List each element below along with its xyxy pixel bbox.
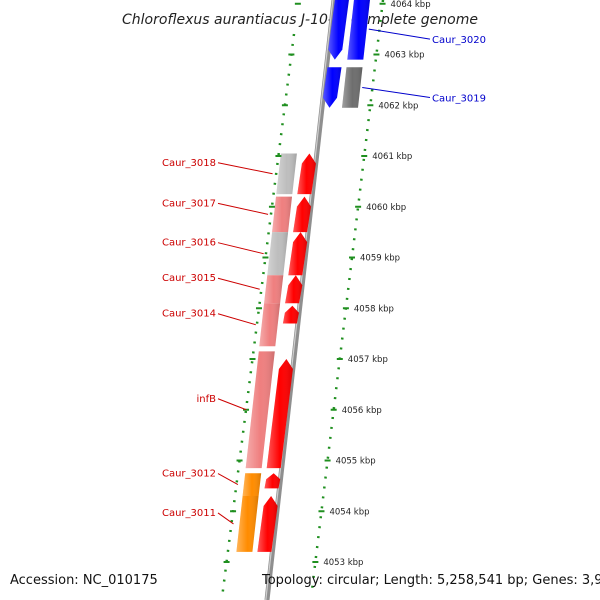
- gene-label-7: Caur_3012: [162, 469, 216, 480]
- reverse-feature-2-shade: [342, 67, 363, 108]
- tick-label-4062: 4062 kbp: [378, 101, 418, 111]
- cds-forward-1-shade: [297, 153, 316, 195]
- backbone-line: [264, 0, 337, 600]
- gene-feature-1-shade: [276, 153, 297, 195]
- gene-labels: Caur_3018 Caur_3017 Caur_3016 Caur_3015 Caur…: [162, 28, 486, 525]
- gene-feature-3-shade: [267, 232, 289, 276]
- right-gene-label-1: Caur_3020: [432, 35, 486, 46]
- cds-forward-2-shade: [293, 196, 311, 233]
- gene-label-3: Caur_3016: [162, 238, 216, 249]
- gene-leader-4: [217, 277, 260, 290]
- gene-feature-8-shade: [236, 496, 259, 552]
- gene-label-5: Caur_3014: [162, 309, 216, 320]
- gene-leader-7: [217, 473, 239, 486]
- tick-label-4060: 4060 kbp: [366, 203, 406, 213]
- gene-leader-6: [217, 398, 247, 411]
- feature-track: [236, 0, 370, 552]
- tick-label-4057: 4057 kbp: [348, 355, 388, 365]
- tick-label-4053: 4053 kbp: [323, 558, 363, 568]
- right-gene-leader-1: [368, 28, 431, 40]
- gene-label-6: infB: [197, 394, 217, 405]
- tick-label-4058: 4058 kbp: [354, 304, 394, 314]
- cds-reverse-2-shade: [323, 67, 342, 108]
- gene-feature-5-shade: [259, 303, 281, 347]
- reverse-feature-1-shade: [347, 0, 370, 60]
- gene-feature-6-shade: [245, 351, 275, 469]
- tick-label-4063: 4063 kbp: [384, 51, 424, 61]
- cds-forward-8-shade: [257, 496, 278, 552]
- tick-label-4054: 4054 kbp: [329, 507, 369, 517]
- gene-leader-1: [217, 162, 273, 175]
- cds-track: [257, 0, 349, 552]
- gene-leader-5: [217, 313, 256, 326]
- gene-leader-8: [217, 512, 234, 525]
- gene-feature-4-shade: [264, 275, 284, 304]
- cds-forward-5-shade: [282, 305, 299, 324]
- gene-leader-2: [217, 202, 269, 215]
- cds-forward-4-shade: [285, 275, 303, 304]
- tick-label-4056: 4056 kbp: [342, 406, 382, 416]
- inner-tick-rail: [221, 33, 296, 593]
- tick-label-4055: 4055 kbp: [336, 457, 376, 467]
- cds-forward-6-shade: [266, 359, 293, 469]
- tick-label-4061: 4061 kbp: [372, 152, 412, 162]
- topology-text: Topology: circular; Length: 5,258,541 bp…: [262, 573, 600, 588]
- cds-reverse-1-shade: [328, 0, 349, 60]
- gene-label-4: Caur_3015: [162, 273, 216, 284]
- gene-label-2: Caur_3017: [162, 198, 216, 209]
- position-ticks: 4064 kbp 4063 kbp 4062 kbp 4061 kbp 4060 kbp…: [223, 0, 431, 568]
- tick-label-4064: 4064 kbp: [391, 0, 431, 10]
- right-gene-label-2: Caur_3019: [432, 93, 486, 104]
- gene-label-8: Caur_3011: [162, 508, 216, 519]
- tick-rails: [221, 0, 385, 593]
- gene-feature-7-shade: [242, 473, 262, 496]
- gene-leader-3: [217, 242, 264, 255]
- tick-label-4059: 4059 kbp: [360, 254, 400, 264]
- gene-label-1: Caur_3018: [162, 158, 216, 169]
- cds-forward-3-shade: [288, 232, 308, 276]
- cds-forward-7-shade: [264, 473, 281, 489]
- right-gene-leader-2: [362, 86, 431, 98]
- map-title: Chloroflexus aurantiacus J-10-fl, comple…: [122, 12, 478, 28]
- gene-feature-2-shade: [272, 196, 292, 233]
- accession-text: Accession: NC_010175: [10, 573, 158, 588]
